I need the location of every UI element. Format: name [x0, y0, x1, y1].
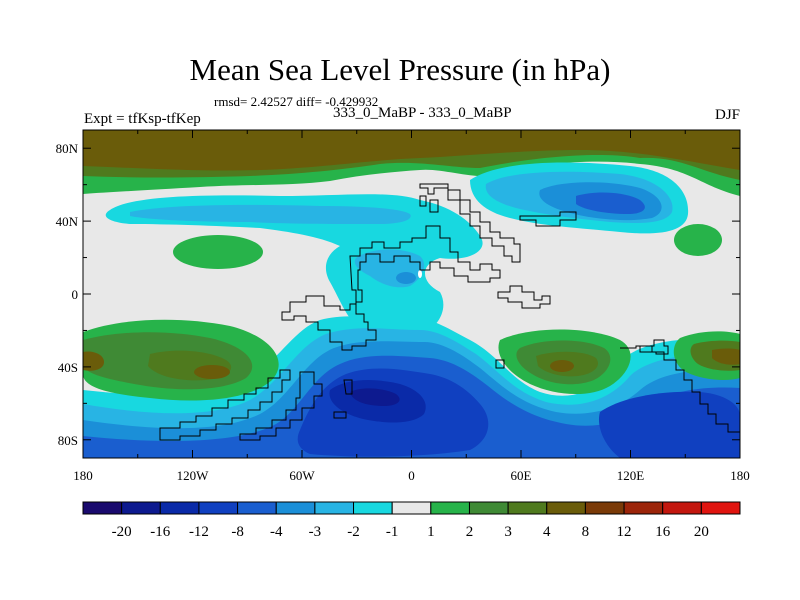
lon-tick-label: 120E — [617, 468, 645, 483]
season-label: DJF — [714, 107, 740, 123]
colorbar-swatch — [121, 501, 161, 515]
south-pacific-high-west — [83, 351, 104, 371]
colorbar-swatch — [237, 501, 277, 515]
colorbar-swatch — [314, 501, 355, 515]
coastline-south-isles — [333, 379, 353, 419]
nw-pacific-low-core — [576, 192, 645, 214]
lon-tick-label: 60W — [289, 468, 315, 483]
colorbar-label: 20 — [694, 524, 709, 540]
colorbar-swatch — [662, 501, 702, 515]
colorbar-label: 3 — [504, 524, 512, 540]
lon-tick-label: 180 — [730, 468, 750, 483]
southern-low-core — [350, 388, 400, 406]
experiment-label: Expt = tfKsp-tfKep — [84, 111, 201, 127]
colorbar-label: 1 — [427, 524, 435, 540]
coastline-southwest — [159, 369, 291, 441]
colorbar-swatch — [700, 501, 741, 515]
colorbar-label: -20 — [112, 524, 132, 540]
latitude-axis: 80N 40N 0 40S 80S — [56, 141, 740, 448]
lat-tick-label: 40S — [58, 360, 78, 375]
colorbar-label: 16 — [655, 524, 671, 540]
lon-tick-label: 60E — [511, 468, 532, 483]
colorbar-swatch — [584, 501, 625, 515]
coastline-east-islands — [497, 285, 551, 309]
tropical-low-spot — [396, 272, 416, 284]
coastline-southeast — [620, 345, 740, 433]
north-low-outer — [105, 194, 483, 338]
colorbar-label: 2 — [466, 524, 474, 540]
colorbar-label: -12 — [189, 524, 209, 540]
coastline-northwest-ridge — [419, 195, 439, 213]
lat-tick-label: 40N — [56, 214, 79, 229]
run-comparison-label: 333_0_MaBP - 333_0_MaBP — [333, 105, 512, 121]
colorbar-label: 12 — [617, 524, 632, 540]
colorbar-label: 4 — [543, 524, 551, 540]
colorbar-swatch — [623, 501, 664, 515]
east-asia-high — [674, 224, 722, 256]
continent-outlines — [159, 183, 740, 441]
colorbar: -20 -16 -12 -8 -4 -3 -2 -1 1 2 3 4 8 12 16 20 — [82, 501, 741, 540]
north-pacific-high — [173, 235, 263, 269]
colorbar-label: -16 — [150, 524, 170, 540]
colorbar-swatch — [82, 501, 123, 515]
coastline-east-peninsula — [495, 359, 505, 369]
lat-tick-label: 80N — [56, 141, 79, 156]
lat-tick-label: 80S — [58, 433, 78, 448]
colorbar-swatch — [275, 501, 316, 515]
colorbar-swatch — [159, 501, 200, 515]
colorbar-label: -4 — [270, 524, 283, 540]
coastline-south-islands — [639, 339, 669, 355]
colorbar-swatch — [468, 501, 509, 515]
coastline-northwest — [419, 183, 521, 263]
lon-tick-label: 180 — [73, 468, 93, 483]
southeast-low — [598, 391, 740, 458]
stats-text: rmsd= 2.42527 diff= -0.429932 — [214, 94, 379, 109]
lon-tick-label: 0 — [408, 468, 415, 483]
lon-tick-label: 120W — [177, 468, 210, 483]
longitude-axis: 180 120W 60W 0 60E 120E 180 — [73, 130, 750, 483]
colorbar-swatch — [546, 501, 586, 515]
north-low-mid — [130, 204, 411, 224]
colorbar-label: -8 — [231, 524, 244, 540]
tropical-low-speck — [418, 270, 422, 278]
colorbar-swatch — [391, 501, 432, 515]
colorbar-swatch — [353, 501, 393, 515]
south-pacific-high-center — [194, 365, 230, 379]
coastline-south-central — [239, 371, 323, 441]
colorbar-label: -2 — [347, 524, 360, 540]
south-indian-high-center — [550, 360, 574, 372]
pressure-field — [83, 130, 740, 458]
page-title: Mean Sea Level Pressure (in hPa) — [189, 52, 611, 87]
colorbar-swatch — [507, 501, 548, 515]
colorbar-label: -1 — [386, 524, 399, 540]
lat-tick-label: 0 — [72, 287, 79, 302]
colorbar-swatch — [198, 501, 239, 515]
colorbar-swatch — [430, 501, 470, 515]
coastline-northeast — [519, 211, 577, 227]
colorbar-label: -3 — [309, 524, 322, 540]
coastline-central — [281, 225, 501, 351]
south-east-high-core — [712, 348, 740, 365]
arctic-high-core — [83, 130, 740, 171]
colorbar-label: 8 — [582, 524, 590, 540]
